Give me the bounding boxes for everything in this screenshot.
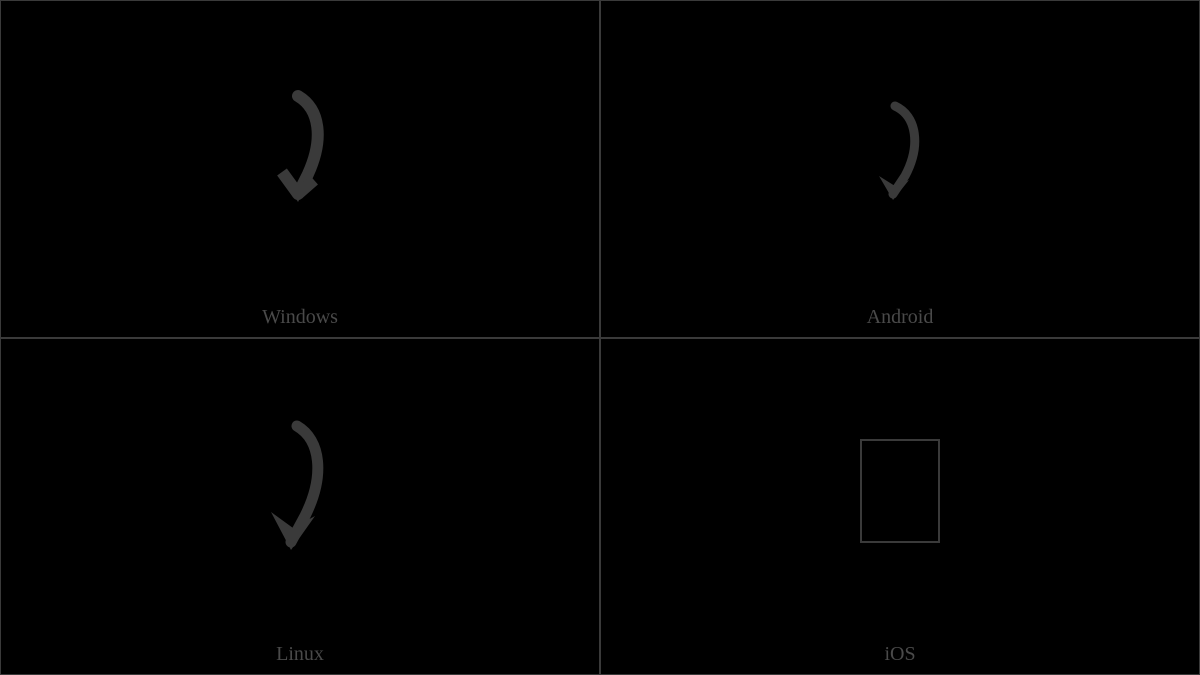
cell-label-ios: iOS xyxy=(884,643,915,666)
cell-label-linux: Linux xyxy=(276,643,324,666)
platform-glyph-grid: Windows Android Linux iOS xyxy=(0,0,1200,675)
curved-arrow-down-left-icon xyxy=(255,416,345,566)
glyph-container-linux xyxy=(1,339,599,675)
cell-label-windows: Windows xyxy=(262,306,338,329)
missing-glyph-box-icon xyxy=(860,439,940,543)
glyph-container-windows xyxy=(1,1,599,337)
glyph-container-android xyxy=(601,1,1199,337)
cell-label-android: Android xyxy=(867,306,934,329)
cell-android: Android xyxy=(600,0,1200,338)
curved-arrow-down-left-icon xyxy=(260,84,340,224)
curved-arrow-down-left-icon xyxy=(865,94,935,214)
cell-ios: iOS xyxy=(600,338,1200,675)
cell-linux: Linux xyxy=(0,338,600,675)
glyph-container-ios xyxy=(601,339,1199,675)
cell-windows: Windows xyxy=(0,0,600,338)
